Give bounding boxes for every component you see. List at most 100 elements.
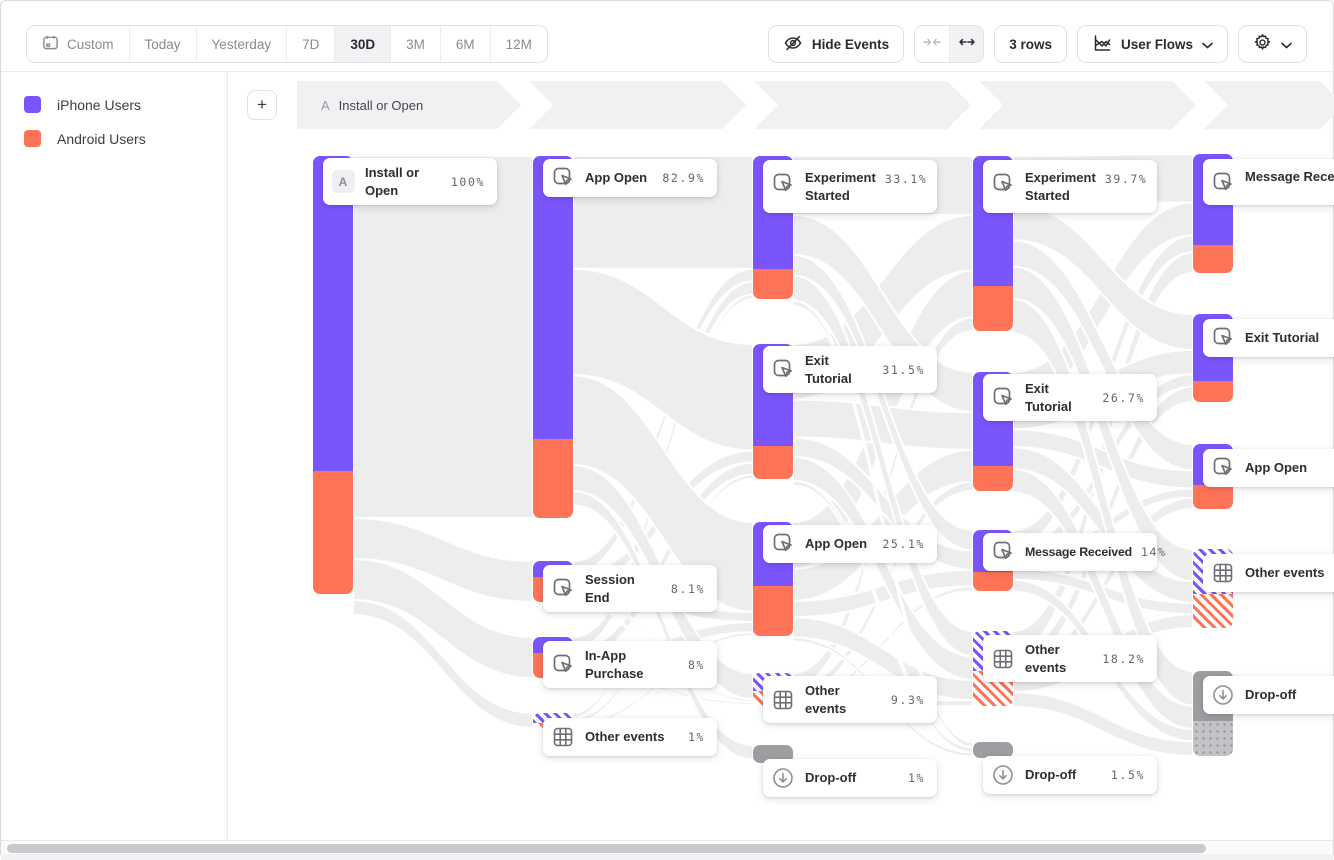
flow-node-card[interactable]: Session End 8.1% — [543, 565, 717, 613]
step-label: Install or Open — [338, 97, 424, 113]
flows-chart-icon — [1092, 33, 1112, 56]
date-range-7d[interactable]: 7D — [286, 26, 334, 62]
flow-node-card[interactable]: Message Received — [1203, 159, 1334, 205]
sidebar-divider — [227, 71, 228, 840]
collapse-icon — [923, 35, 941, 54]
flow-step-segment[interactable] — [754, 81, 971, 129]
chevron-down-icon — [1281, 37, 1292, 52]
settings-button[interactable] — [1238, 25, 1307, 63]
grid-icon — [1210, 560, 1236, 586]
click-event-icon — [550, 652, 576, 678]
node-label: Session End — [585, 572, 635, 605]
bar-segment-purple — [533, 156, 573, 439]
date-range-yesterday[interactable]: Yesterday — [195, 26, 287, 62]
date-range-12m[interactable]: 12M — [489, 26, 547, 62]
node-value: 31.5% — [882, 362, 925, 377]
flow-node-card[interactable]: Exit Tutorial 31.5% — [763, 346, 937, 394]
node-value: 8.1% — [670, 581, 705, 596]
flow-node-card[interactable]: Other events 1% — [543, 718, 717, 756]
legend-item-android-users[interactable]: Android Users — [24, 130, 146, 147]
add-step-button[interactable]: + — [247, 90, 277, 120]
flow-node-card[interactable]: Drop-off — [1203, 676, 1334, 714]
collapse-columns-button[interactable] — [915, 26, 949, 62]
node-label: App Open — [1245, 460, 1308, 476]
flow-node-card[interactable]: Message Received 14% — [983, 533, 1165, 571]
rows-button[interactable]: 3 rows — [994, 25, 1067, 63]
bar-segment-orange — [1193, 245, 1233, 273]
horizontal-scrollbar-track[interactable] — [1, 840, 1333, 854]
click-event-icon — [770, 171, 796, 197]
horizontal-scrollbar-thumb[interactable] — [7, 844, 1206, 853]
gear-icon — [1253, 33, 1272, 55]
bar-segment-orange — [533, 439, 573, 518]
node-label: Experiment Started — [1025, 170, 1096, 203]
a-badge: A — [330, 169, 356, 195]
click-event-icon — [1210, 455, 1236, 481]
node-value: 39.7% — [1104, 172, 1148, 186]
chevron-down-icon — [1202, 37, 1213, 52]
node-label: Exit Tutorial — [1025, 381, 1072, 414]
flow-node-card[interactable]: Experiment Started 33.1% — [763, 160, 937, 214]
date-range-today[interactable]: Today — [128, 26, 196, 62]
flow-node-card[interactable]: Exit Tutorial — [1203, 319, 1334, 357]
grid-icon — [550, 724, 576, 750]
flow-node-bar[interactable] — [313, 156, 353, 594]
date-range-3m[interactable]: 3M — [390, 26, 440, 62]
flow-node-card[interactable]: App Open 25.1% — [763, 525, 937, 563]
window-bottom-edge — [1, 854, 1333, 860]
node-value: 25.1% — [882, 537, 925, 551]
node-label: Install or Open — [365, 165, 420, 198]
flow-node-card[interactable]: Drop-off 1.5% — [983, 756, 1157, 794]
bar-segment-orange — [1193, 381, 1233, 402]
flow-node-bar[interactable] — [753, 745, 793, 763]
flow-node-card[interactable]: Drop-off 1% — [763, 759, 937, 797]
view-selector-button[interactable]: User Flows — [1076, 25, 1228, 63]
legend-label: iPhone Users — [57, 96, 142, 113]
node-value: 1% — [687, 730, 705, 744]
node-value: 18.2% — [1102, 651, 1145, 666]
node-label: Message Received — [1245, 169, 1334, 184]
click-event-icon — [770, 357, 796, 383]
click-event-icon — [990, 539, 1016, 565]
flow-step-segment[interactable] — [1204, 81, 1334, 129]
toolbar-divider — [1, 71, 1333, 72]
flow-node-card[interactable]: Exit Tutorial 26.7% — [983, 374, 1157, 422]
flow-node-bar[interactable] — [533, 156, 573, 518]
bar-segment-orange — [973, 286, 1013, 331]
date-range-6m[interactable]: 6M — [439, 26, 490, 62]
bar-segment-orangeHatch — [1193, 594, 1233, 628]
flow-node-card[interactable]: App Open 82.9% — [543, 159, 717, 197]
date-range-custom[interactable]: Custom — [27, 26, 129, 62]
view-selector-label: User Flows — [1120, 36, 1193, 52]
node-value: 1.5% — [1110, 768, 1145, 782]
node-label: Other events — [1245, 565, 1325, 581]
node-label: Exit Tutorial — [1245, 330, 1320, 346]
hide-events-button[interactable]: Hide Events — [767, 25, 905, 63]
flow-node-card[interactable]: App Open — [1203, 449, 1334, 487]
date-range-group: Custom Today Yesterday 7D 30D 3M 6M 12M — [26, 25, 548, 63]
flow-step-segment[interactable] — [979, 81, 1196, 129]
flow-node-card[interactable]: Other events 18.2% — [983, 635, 1157, 683]
flow-node-card[interactable]: Other events — [1203, 554, 1334, 592]
date-range-30d[interactable]: 30D — [334, 26, 391, 62]
flow-node-card[interactable]: Other events 9.3% — [763, 676, 937, 724]
expand-columns-button[interactable] — [949, 26, 984, 62]
flow-node-card[interactable]: Experiment Started 39.7% — [983, 160, 1157, 214]
calendar-icon — [42, 34, 59, 54]
node-value: 26.7% — [1102, 390, 1145, 405]
node-label: Other events — [805, 683, 847, 716]
flow-node-card[interactable]: A Install or Open 100% — [323, 158, 497, 206]
node-label: Other events — [1025, 642, 1067, 675]
bar-segment-orange — [1193, 485, 1233, 509]
drop-off-icon — [990, 762, 1016, 788]
flow-node-bar[interactable] — [973, 742, 1013, 758]
legend-item-iphone-users[interactable]: iPhone Users — [24, 96, 141, 113]
bar-segment-gray — [973, 742, 1013, 758]
drop-off-icon — [770, 765, 796, 791]
step-letter: A — [321, 97, 330, 113]
flow-step-segment[interactable] — [297, 81, 521, 129]
flow-node-card[interactable]: In-App Purchase 8% — [543, 641, 717, 689]
click-event-icon — [990, 385, 1016, 411]
node-label: Message Received — [1025, 544, 1133, 559]
flow-step-segment[interactable] — [529, 81, 746, 129]
